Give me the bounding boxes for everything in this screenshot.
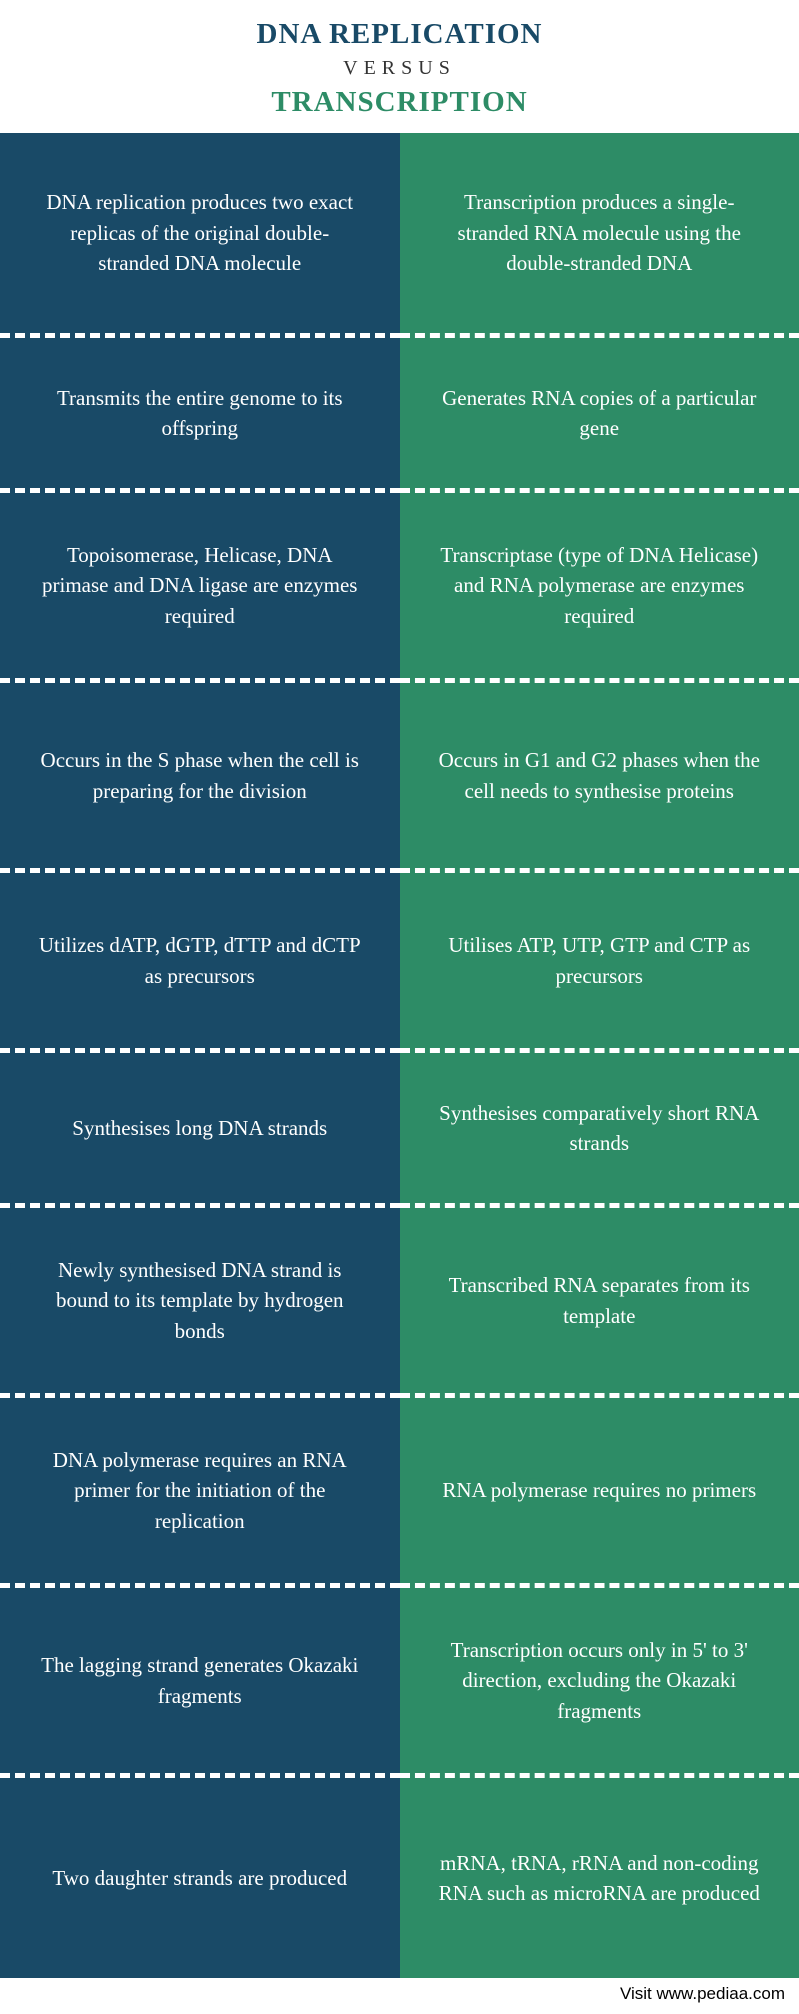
left-cell: Topoisomerase, Helicase, DNA primase and… — [0, 493, 400, 678]
right-cell: Generates RNA copies of a particular gen… — [400, 338, 799, 488]
right-cell: Transcriptase (type of DNA Helicase) and… — [400, 493, 799, 678]
left-column: DNA replication produces two exact repli… — [0, 133, 400, 1978]
header-title-right: TRANSCRIPTION — [0, 86, 799, 119]
footer-attribution: Visit www.pediaa.com — [0, 1978, 799, 2014]
left-cell: The lagging strand generates Okazaki fra… — [0, 1588, 400, 1773]
right-cell: Synthesises comparatively short RNA stra… — [400, 1053, 799, 1203]
right-cell: Transcription occurs only in 5' to 3' di… — [400, 1588, 799, 1773]
right-cell: Transcribed RNA separates from its templ… — [400, 1208, 799, 1393]
right-cell: RNA polymerase requires no primers — [400, 1398, 799, 1583]
comparison-infographic: DNA REPLICATION VERSUS TRANSCRIPTION DNA… — [0, 0, 799, 2014]
right-column: Transcription produces a single-stranded… — [400, 133, 799, 1978]
header: DNA REPLICATION VERSUS TRANSCRIPTION — [0, 0, 799, 133]
left-cell: Utilizes dATP, dGTP, dTTP and dCTP as pr… — [0, 873, 400, 1048]
left-cell: Newly synthesised DNA strand is bound to… — [0, 1208, 400, 1393]
right-cell: mRNA, tRNA, rRNA and non-coding RNA such… — [400, 1778, 799, 1978]
left-cell: Occurs in the S phase when the cell is p… — [0, 683, 400, 868]
left-cell: DNA polymerase requires an RNA primer fo… — [0, 1398, 400, 1583]
header-title-left: DNA REPLICATION — [0, 18, 799, 51]
left-cell: DNA replication produces two exact repli… — [0, 133, 400, 333]
left-cell: Transmits the entire genome to its offsp… — [0, 338, 400, 488]
right-cell: Occurs in G1 and G2 phases when the cell… — [400, 683, 799, 868]
header-versus-label: VERSUS — [0, 51, 799, 86]
right-cell: Transcription produces a single-stranded… — [400, 133, 799, 333]
left-cell: Two daughter strands are produced — [0, 1778, 400, 1978]
left-cell: Synthesises long DNA strands — [0, 1053, 400, 1203]
comparison-columns: DNA replication produces two exact repli… — [0, 133, 799, 1978]
right-cell: Utilises ATP, UTP, GTP and CTP as precur… — [400, 873, 799, 1048]
